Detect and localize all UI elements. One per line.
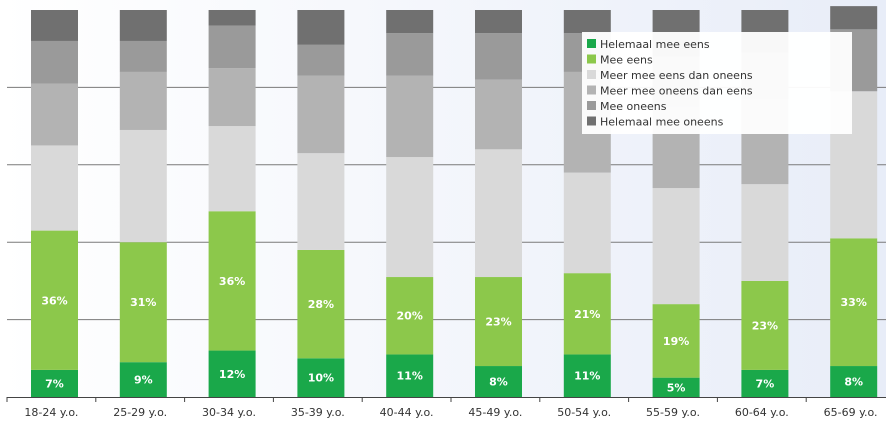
bar-50-54-y-o-mee-eens bbox=[563, 273, 611, 355]
x-tick-label-55-59-y-o: 55-59 y.o. bbox=[646, 406, 700, 419]
data-label-35-39-y-o-mee-eens: 28% bbox=[308, 298, 334, 311]
x-tick-label-30-34-y-o: 30-34 y.o. bbox=[202, 406, 256, 419]
data-label-50-54-y-o-mee-eens: 21% bbox=[574, 308, 600, 321]
bar-30-34-y-o-mee-eens bbox=[208, 211, 256, 351]
bar-50-54-y-o-helemaal-mee-oneens bbox=[563, 10, 611, 34]
bar-18-24-y-o-meer-mee-oneens-dan-eens bbox=[31, 83, 78, 146]
x-axis: 18-24 y.o. 25-29 y.o. 30-34 y.o. 35-39 y.o.… bbox=[6, 397, 886, 419]
data-label-55-59-y-o-mee-eens: 19% bbox=[663, 335, 689, 348]
bar-40-44-y-o-meer-mee-oneens-dan-eens bbox=[386, 75, 434, 158]
bar-65-69-y-o-helemaal-mee-eens bbox=[830, 366, 878, 397]
data-label-18-24-y-o-helemaal-mee-eens: 7% bbox=[45, 377, 64, 390]
data-label-60-64-y-o-helemaal-mee-eens: 7% bbox=[756, 377, 775, 390]
legend-swatch-helemaal-mee-eens bbox=[587, 39, 596, 48]
bar-30-34-y-o-meer-mee-oneens-dan-eens bbox=[208, 68, 256, 127]
legend: Helemaal mee eens Mee eens Meer mee eens d… bbox=[582, 32, 852, 134]
bar-25-29-y-o-mee-oneens bbox=[119, 40, 167, 72]
data-label-65-69-y-o-mee-eens: 33% bbox=[841, 296, 867, 309]
bar-35-39-y-o-helemaal-mee-oneens bbox=[297, 10, 345, 45]
bar-25-29-y-o-mee-eens bbox=[119, 242, 167, 363]
data-label-25-29-y-o-mee-eens: 31% bbox=[130, 296, 156, 309]
legend-label-meer-mee-eens-dan-oneens: Meer mee eens dan oneens bbox=[600, 69, 753, 82]
bar-40-44-y-o-mee-eens bbox=[386, 277, 434, 355]
bar-40-44-y-o-mee-oneens bbox=[386, 33, 434, 76]
data-label-45-49-y-o-mee-eens: 23% bbox=[485, 316, 511, 329]
x-tick-label-35-39-y-o: 35-39 y.o. bbox=[291, 406, 345, 419]
bar-18-24-y-o-mee-eens bbox=[31, 230, 78, 370]
data-label-55-59-y-o-helemaal-mee-eens: 5% bbox=[667, 381, 686, 394]
bar-45-49-y-o-mee-oneens bbox=[475, 33, 522, 80]
bar-35-39-y-o-meer-mee-eens-dan-oneens bbox=[297, 153, 345, 250]
bar-45-49-y-o-helemaal-mee-oneens bbox=[475, 10, 522, 34]
bar-65-69-y-o-helemaal-mee-oneens bbox=[830, 6, 878, 30]
bar-60-64-y-o-mee-eens bbox=[741, 280, 789, 370]
bar-40-44-y-o-helemaal-mee-oneens bbox=[386, 10, 434, 34]
bar-50-54-y-o-meer-mee-eens-dan-oneens bbox=[563, 172, 611, 274]
bar-55-59-y-o-meer-mee-eens-dan-oneens bbox=[652, 188, 700, 305]
bar-35-39-y-o-mee-eens bbox=[297, 249, 345, 359]
bars bbox=[31, 6, 878, 397]
bar-45-49-y-o-meer-mee-oneens-dan-eens bbox=[475, 79, 522, 150]
bar-25-29-y-o-helemaal-mee-oneens bbox=[119, 10, 167, 41]
legend-swatch-meer-mee-oneens-dan-eens bbox=[587, 85, 596, 95]
data-label-30-34-y-o-mee-eens: 36% bbox=[219, 275, 245, 288]
data-label-40-44-y-o-mee-eens: 20% bbox=[397, 310, 423, 323]
bar-45-49-y-o-mee-eens bbox=[475, 277, 522, 367]
legend-box bbox=[582, 32, 852, 134]
bar-25-29-y-o-helemaal-mee-eens bbox=[119, 362, 167, 397]
bar-25-29-y-o-meer-mee-eens-dan-oneens bbox=[119, 129, 167, 243]
data-label-35-39-y-o-helemaal-mee-eens: 10% bbox=[308, 372, 334, 385]
bar-40-44-y-o-meer-mee-eens-dan-oneens bbox=[386, 157, 434, 278]
bar-30-34-y-o-meer-mee-eens-dan-oneens bbox=[208, 126, 256, 212]
bar-55-59-y-o-helemaal-mee-eens bbox=[652, 377, 700, 397]
data-label-65-69-y-o-helemaal-mee-eens: 8% bbox=[844, 376, 863, 389]
bar-45-49-y-o-meer-mee-eens-dan-oneens bbox=[475, 149, 522, 278]
bar-60-64-y-o-meer-mee-eens-dan-oneens bbox=[741, 184, 789, 281]
bar-35-39-y-o-meer-mee-oneens-dan-eens bbox=[297, 75, 345, 154]
legend-label-meer-mee-oneens-dan-eens: Meer mee oneens dan eens bbox=[600, 85, 753, 98]
data-label-50-54-y-o-helemaal-mee-eens: 11% bbox=[574, 370, 600, 383]
data-label-60-64-y-o-mee-eens: 23% bbox=[752, 319, 778, 332]
legend-label-mee-eens: Mee eens bbox=[600, 54, 653, 67]
x-tick-label-40-44-y-o: 40-44 y.o. bbox=[380, 406, 434, 419]
legend-label-helemaal-mee-oneens: Helemaal mee oneens bbox=[600, 116, 724, 129]
bar-18-24-y-o-meer-mee-eens-dan-oneens bbox=[31, 145, 78, 231]
legend-label-helemaal-mee-eens: Helemaal mee eens bbox=[600, 38, 710, 51]
legend-swatch-mee-eens bbox=[587, 54, 596, 64]
bar-55-59-y-o-mee-eens bbox=[652, 304, 700, 378]
x-tick-label-60-64-y-o: 60-64 y.o. bbox=[735, 406, 789, 419]
bar-45-49-y-o-helemaal-mee-eens bbox=[475, 366, 522, 397]
data-label-30-34-y-o-helemaal-mee-eens: 12% bbox=[219, 368, 245, 381]
data-label-45-49-y-o-helemaal-mee-eens: 8% bbox=[489, 376, 508, 389]
data-label-25-29-y-o-helemaal-mee-eens: 9% bbox=[134, 374, 153, 387]
bar-18-24-y-o-helemaal-mee-eens bbox=[31, 369, 78, 397]
data-label-18-24-y-o-mee-eens: 36% bbox=[41, 294, 67, 307]
bar-35-39-y-o-helemaal-mee-eens bbox=[297, 358, 345, 397]
bar-30-34-y-o-helemaal-mee-oneens bbox=[208, 10, 256, 26]
bar-25-29-y-o-meer-mee-oneens-dan-eens bbox=[119, 71, 167, 130]
x-tick-label-18-24-y-o: 18-24 y.o. bbox=[24, 406, 78, 419]
bar-18-24-y-o-mee-oneens bbox=[31, 40, 78, 84]
bar-40-44-y-o-helemaal-mee-eens bbox=[386, 354, 434, 397]
bar-30-34-y-o-helemaal-mee-eens bbox=[208, 350, 256, 397]
bar-65-69-y-o-mee-eens bbox=[830, 238, 878, 367]
data-label-40-44-y-o-helemaal-mee-eens: 11% bbox=[397, 370, 423, 383]
legend-swatch-meer-mee-eens-dan-oneens bbox=[587, 70, 596, 79]
x-tick-label-50-54-y-o: 50-54 y.o. bbox=[557, 406, 611, 419]
x-tick-label-45-49-y-o: 45-49 y.o. bbox=[468, 406, 522, 419]
legend-swatch-helemaal-mee-oneens bbox=[587, 116, 596, 126]
bar-60-64-y-o-helemaal-mee-eens bbox=[741, 369, 789, 397]
bar-30-34-y-o-mee-oneens bbox=[208, 25, 256, 69]
x-tick-label-65-69-y-o: 65-69 y.o. bbox=[824, 406, 878, 419]
data-labels: 7% 36% 9% 31% 12% 36% 10% 28% 11% 20% 8% 23% 11% 21% 5… bbox=[41, 275, 867, 394]
bar-50-54-y-o-helemaal-mee-eens bbox=[563, 354, 611, 397]
x-tick-label-25-29-y-o: 25-29 y.o. bbox=[113, 406, 167, 419]
legend-swatch-mee-oneens bbox=[587, 101, 596, 110]
bar-18-24-y-o-helemaal-mee-oneens bbox=[31, 10, 78, 41]
legend-label-mee-oneens: Mee oneens bbox=[600, 100, 667, 113]
bar-35-39-y-o-mee-oneens bbox=[297, 44, 345, 76]
